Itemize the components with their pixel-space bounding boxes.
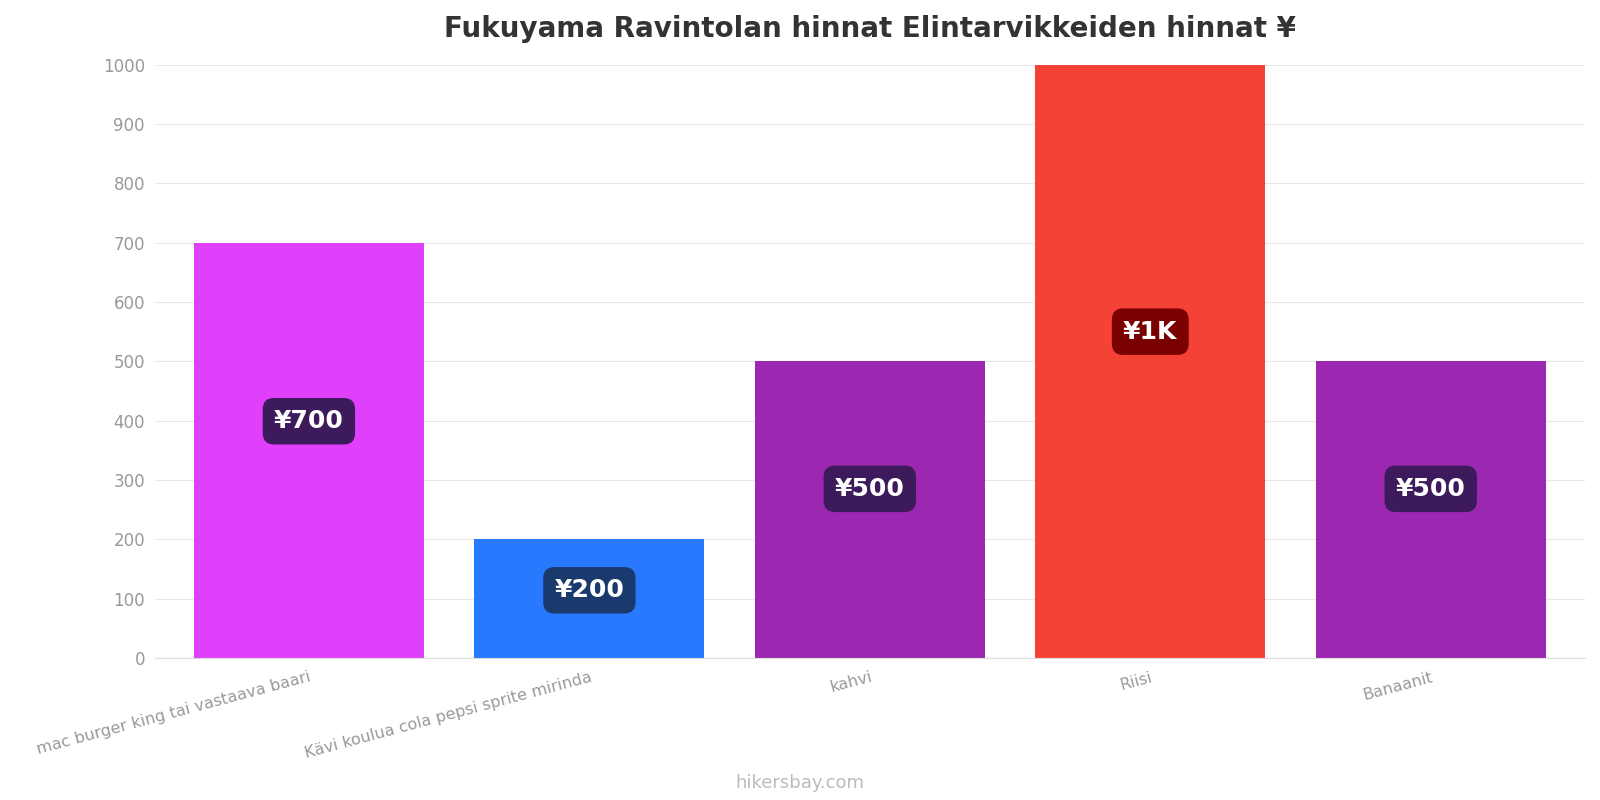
Text: ¥1K: ¥1K bbox=[1123, 320, 1178, 344]
Text: ¥500: ¥500 bbox=[1395, 477, 1466, 501]
Text: ¥700: ¥700 bbox=[274, 410, 344, 434]
Title: Fukuyama Ravintolan hinnat Elintarvikkeiden hinnat ¥: Fukuyama Ravintolan hinnat Elintarvikkei… bbox=[443, 15, 1296, 43]
Bar bbox=[1315, 362, 1546, 658]
Bar bbox=[1035, 65, 1266, 658]
Bar bbox=[755, 362, 986, 658]
Bar bbox=[474, 539, 704, 658]
Text: hikersbay.com: hikersbay.com bbox=[736, 774, 864, 792]
Text: ¥200: ¥200 bbox=[555, 578, 624, 602]
Text: ¥500: ¥500 bbox=[835, 477, 904, 501]
Bar bbox=[194, 242, 424, 658]
